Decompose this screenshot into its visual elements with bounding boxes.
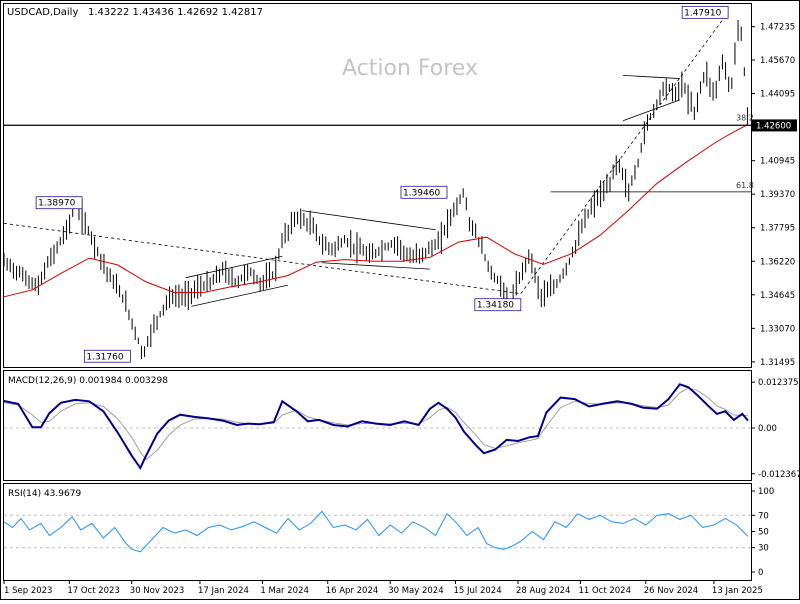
price-annotation-label: 1.39460 xyxy=(403,188,440,198)
price-annotation-box xyxy=(35,196,83,210)
fib-level-label: 38.2 xyxy=(736,113,754,122)
chart-header: USDCAD,Daily 1.43222 1.43436 1.42692 1.4… xyxy=(7,7,263,18)
price-annotation-box xyxy=(83,349,131,363)
price-y-tick-label: 1.36220 xyxy=(760,257,795,267)
price-y-tick-label: 1.33070 xyxy=(760,324,795,334)
price-y-tick-label: 1.47235 xyxy=(760,23,795,33)
channel-lower-line xyxy=(191,284,289,307)
current-price-label: 1.42600 xyxy=(756,121,791,131)
x-tick-label: 30 Nov 2023 xyxy=(130,586,184,596)
price-annotation-box xyxy=(474,298,522,312)
rsi-plot: 100 70 50 30 0 xyxy=(3,487,774,578)
rsi-y-tick-label: 100 xyxy=(758,487,774,497)
price-annotation-label: 1.31760 xyxy=(86,352,123,362)
macd-y-tick-label: -0.012367 xyxy=(758,470,800,480)
price-annotation-label: 1.47910 xyxy=(684,8,721,18)
flag-upper-line xyxy=(623,74,680,79)
moving-average-line xyxy=(3,123,749,298)
x-tick-label: 30 May 2024 xyxy=(388,586,443,596)
fib-level-label: 61.8 xyxy=(736,181,754,190)
rsi-y-tick-label: 0 xyxy=(758,568,763,578)
price-y-tick-label: 1.37795 xyxy=(760,224,795,234)
macd-signal-line xyxy=(3,387,749,461)
rsi-title: RSI(14) 43.9679 xyxy=(8,489,81,499)
rsi-y-tick-label: 30 xyxy=(758,544,769,554)
trendline-dashed-lower xyxy=(3,222,521,295)
macd-line xyxy=(3,383,749,470)
wedge-lower-line xyxy=(322,262,430,270)
x-tick-label: 28 Aug 2024 xyxy=(516,586,570,596)
price-y-tick-label: 1.34645 xyxy=(760,291,795,301)
x-axis: 1 Sep 2023 17 Oct 2023 30 Nov 2023 17 Jan 2… xyxy=(3,580,763,596)
price-y-tick-label: 1.40945 xyxy=(760,157,795,167)
price-y-tick-label: 1.31495 xyxy=(760,358,795,368)
x-tick-label: 17 Jan 2024 xyxy=(198,586,249,596)
macd-y-tick-label: 0.00 xyxy=(758,424,777,434)
ohlc-label: 1.43222 1.43436 1.42692 1.42817 xyxy=(88,7,263,18)
price-annotation-box xyxy=(681,5,729,19)
x-tick-label: 1 Mar 2024 xyxy=(260,586,308,596)
watermark: Action Forex xyxy=(342,56,478,81)
x-tick-label: 26 Nov 2024 xyxy=(644,586,698,596)
macd-plot: 0.012375 0.00 -0.012367 xyxy=(3,378,800,480)
rsi-y-tick-label: 70 xyxy=(758,511,769,521)
price-panel[interactable] xyxy=(3,3,752,368)
x-tick-label: 17 Oct 2023 xyxy=(67,586,120,596)
trendline-dashed-rally xyxy=(520,12,729,294)
rsi-y-tick-label: 50 xyxy=(758,528,769,538)
price-y-tick-label: 1.45670 xyxy=(760,56,795,66)
x-tick-label: 11 Oct 2024 xyxy=(578,586,631,596)
x-tick-label: 1 Sep 2023 xyxy=(4,586,52,596)
price-annotation-label: 1.38970 xyxy=(38,199,75,209)
flag-lower-line xyxy=(622,99,680,122)
macd-y-tick-label: 0.012375 xyxy=(758,378,799,388)
rsi-line xyxy=(3,510,749,553)
price-annotation-box xyxy=(400,185,448,199)
price-plot: 1.47235 1.45670 1.44095 1.42600 1.40945 1.393… xyxy=(3,5,797,368)
price-y-tick-label: 1.44095 xyxy=(760,90,795,100)
macd-title: MACD(12,26,9) 0.001984 0.003298 xyxy=(8,376,168,386)
current-price-tag xyxy=(752,119,797,132)
x-tick-label: 13 Jan 2025 xyxy=(712,586,763,596)
channel-upper-line xyxy=(185,255,283,279)
x-tick-label: 15 Jul 2024 xyxy=(454,586,502,596)
wedge-upper-line xyxy=(302,210,436,231)
symbol-label: USDCAD,Daily xyxy=(7,7,78,18)
price-y-tick-label: 1.39370 xyxy=(760,190,795,200)
price-annotation-label: 1.34180 xyxy=(477,301,514,311)
macd-panel[interactable] xyxy=(3,370,752,481)
x-tick-label: 16 Apr 2024 xyxy=(326,586,379,596)
